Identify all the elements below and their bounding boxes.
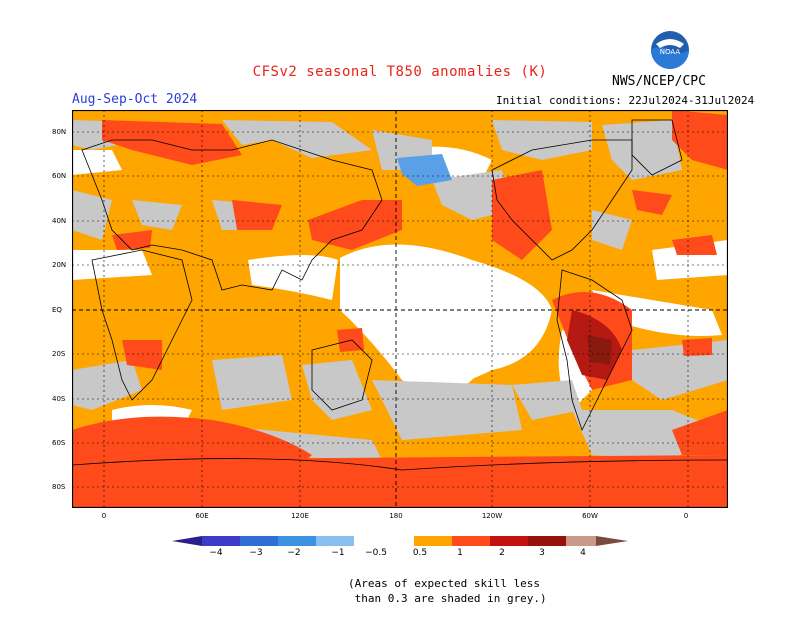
lat-label: 40N [52, 217, 67, 225]
colorbar-tick: 2 [499, 548, 505, 558]
coastlines [72, 119, 728, 471]
colorbar-tick: −4 [209, 548, 223, 558]
graticule [72, 110, 728, 508]
skill-note: (Areas of expected skill less than 0.3 a… [348, 577, 547, 605]
lon-label: 180 [389, 512, 403, 520]
map-title: CFSv2 seasonal T850 anomalies (K) [252, 64, 548, 80]
lat-label: 80N [52, 128, 67, 136]
lat-label: 60S [52, 439, 66, 447]
colorbar-tick: −0.5 [365, 548, 387, 558]
colorbar-tick: 1 [457, 548, 463, 558]
colorbar-swatch [240, 536, 278, 546]
colorbar-tick: −1 [331, 548, 345, 558]
colorbar-swatch [490, 536, 528, 546]
very-strong-warm-region [587, 335, 612, 365]
lon-label: 60W [582, 512, 598, 520]
colorbar-swatch [278, 536, 316, 546]
colorbar-tick: 4 [580, 548, 586, 558]
anomaly-map [72, 110, 728, 508]
colorbar-high-arrow [596, 536, 628, 546]
colorbar-tick: 3 [539, 548, 545, 558]
colorbar [172, 536, 628, 546]
colorbar-swatch [452, 536, 490, 546]
noaa-logo: NOAA [651, 31, 689, 69]
map-frame [72, 110, 728, 508]
colorbar-tick: −3 [249, 548, 263, 558]
lon-label: 60E [195, 512, 209, 520]
lon-label: 0 [101, 512, 107, 520]
colorbar-swatch [528, 536, 566, 546]
colorbar-swatch [354, 536, 414, 546]
colorbar-swatch [414, 536, 452, 546]
colorbar-swatch [566, 536, 596, 546]
colorbar-swatch [202, 536, 240, 546]
lon-label: 0 [683, 512, 689, 520]
lat-label: EQ [52, 306, 62, 314]
lat-label: 80S [52, 483, 66, 491]
colorbar-tick: 0.5 [412, 548, 428, 558]
colorbar-low-arrow [172, 536, 202, 546]
lat-label: 20N [52, 261, 67, 269]
lat-label: 40S [52, 395, 66, 403]
lat-label: 20S [52, 350, 66, 358]
colorbar-tick: −2 [287, 548, 301, 558]
warm-anomaly-regions [72, 110, 728, 508]
colorbar-swatch [316, 536, 354, 546]
forecast-period: Aug-Sep-Oct 2024 [72, 92, 198, 107]
agency-label: NWS/NCEP/CPC [612, 74, 706, 89]
lon-label: 120E [291, 512, 309, 520]
lat-label: 60N [52, 172, 67, 180]
lon-label: 120W [481, 512, 503, 520]
initial-conditions: Initial conditions: 22Jul2024-31Jul2024 [496, 94, 755, 107]
cold-anomaly-region [397, 154, 452, 186]
noaa-logo-text: NOAA [660, 48, 681, 56]
